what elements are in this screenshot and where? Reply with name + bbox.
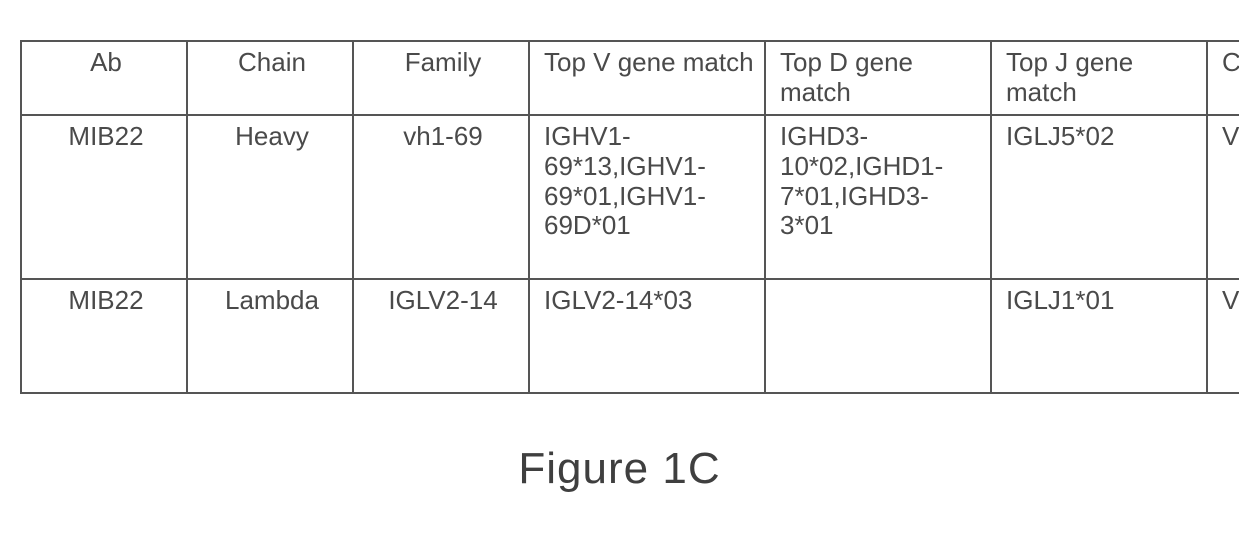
cell-chain: Heavy bbox=[187, 115, 353, 279]
cell-chain-type: VH bbox=[1207, 115, 1239, 279]
cell-family: IGLV2-14 bbox=[353, 279, 529, 393]
table-row: MIB22 Heavy vh1-69 IGHV1-69*13,IGHV1-69*… bbox=[21, 115, 1239, 279]
cell-top-v: IGHV1-69*13,IGHV1-69*01,IGHV1-69D*01 bbox=[529, 115, 765, 279]
cell-top-d: IGHD3-10*02,IGHD1-7*01,IGHD3-3*01 bbox=[765, 115, 991, 279]
col-header-chain: Chain bbox=[187, 41, 353, 115]
col-header-top-v: Top V gene match bbox=[529, 41, 765, 115]
col-header-chain-type: Chain type bbox=[1207, 41, 1239, 115]
cell-top-j: IGLJ1*01 bbox=[991, 279, 1207, 393]
gene-match-table: Ab Chain Family Top V gene match Top D g… bbox=[20, 40, 1239, 394]
col-header-family: Family bbox=[353, 41, 529, 115]
cell-top-v: IGLV2-14*03 bbox=[529, 279, 765, 393]
col-header-top-j: Top J gene match bbox=[991, 41, 1207, 115]
figure-caption: Figure 1C bbox=[20, 444, 1219, 494]
cell-chain: Lambda bbox=[187, 279, 353, 393]
table-body: MIB22 Heavy vh1-69 IGHV1-69*13,IGHV1-69*… bbox=[21, 115, 1239, 393]
cell-top-d bbox=[765, 279, 991, 393]
cell-ab: MIB22 bbox=[21, 115, 187, 279]
cell-chain-type: VL bbox=[1207, 279, 1239, 393]
cell-family: vh1-69 bbox=[353, 115, 529, 279]
table-header-row: Ab Chain Family Top V gene match Top D g… bbox=[21, 41, 1239, 115]
cell-ab: MIB22 bbox=[21, 279, 187, 393]
cell-top-j: IGLJ5*02 bbox=[991, 115, 1207, 279]
col-header-ab: Ab bbox=[21, 41, 187, 115]
table-row: MIB22 Lambda IGLV2-14 IGLV2-14*03 IGLJ1*… bbox=[21, 279, 1239, 393]
col-header-top-d: Top D gene match bbox=[765, 41, 991, 115]
